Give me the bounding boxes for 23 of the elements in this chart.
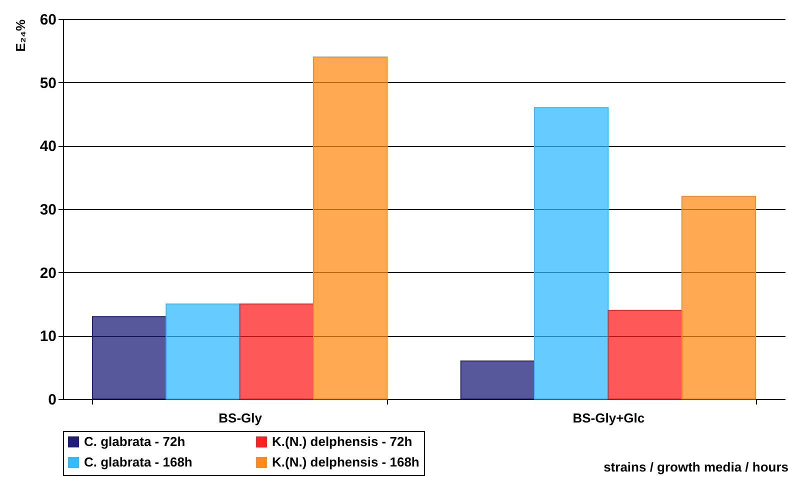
bar xyxy=(681,196,756,400)
y-axis-title: E₂₄% xyxy=(12,19,28,52)
y-tick-label: 50 xyxy=(40,74,56,92)
y-tick-label: 40 xyxy=(40,138,56,156)
y-tick-label: 20 xyxy=(40,264,56,282)
legend-label: C. glabrata - 72h xyxy=(84,434,186,449)
legend-label: C. glabrata - 168h xyxy=(84,454,192,470)
y-tick-label: 30 xyxy=(40,202,56,218)
legend-label: K.(N.) delphensis - 168h xyxy=(272,454,420,470)
bar xyxy=(92,316,167,400)
bar xyxy=(460,360,536,400)
y-tick-label: 0 xyxy=(48,392,56,408)
x-tick-label: BS-Gly xyxy=(218,410,263,426)
legend-label: K.(N.) delphensis - 72h xyxy=(272,434,412,449)
bar xyxy=(534,107,609,400)
y-tick-label: 60 xyxy=(40,12,56,28)
x-tick-label: BS-Gly+Glc xyxy=(572,410,645,426)
bar xyxy=(239,304,314,400)
y-tick-label: 10 xyxy=(40,328,56,346)
bar xyxy=(312,56,388,400)
bar xyxy=(608,310,682,400)
bar xyxy=(166,304,240,400)
x-axis-title: strains / growth media / hours xyxy=(604,460,788,474)
